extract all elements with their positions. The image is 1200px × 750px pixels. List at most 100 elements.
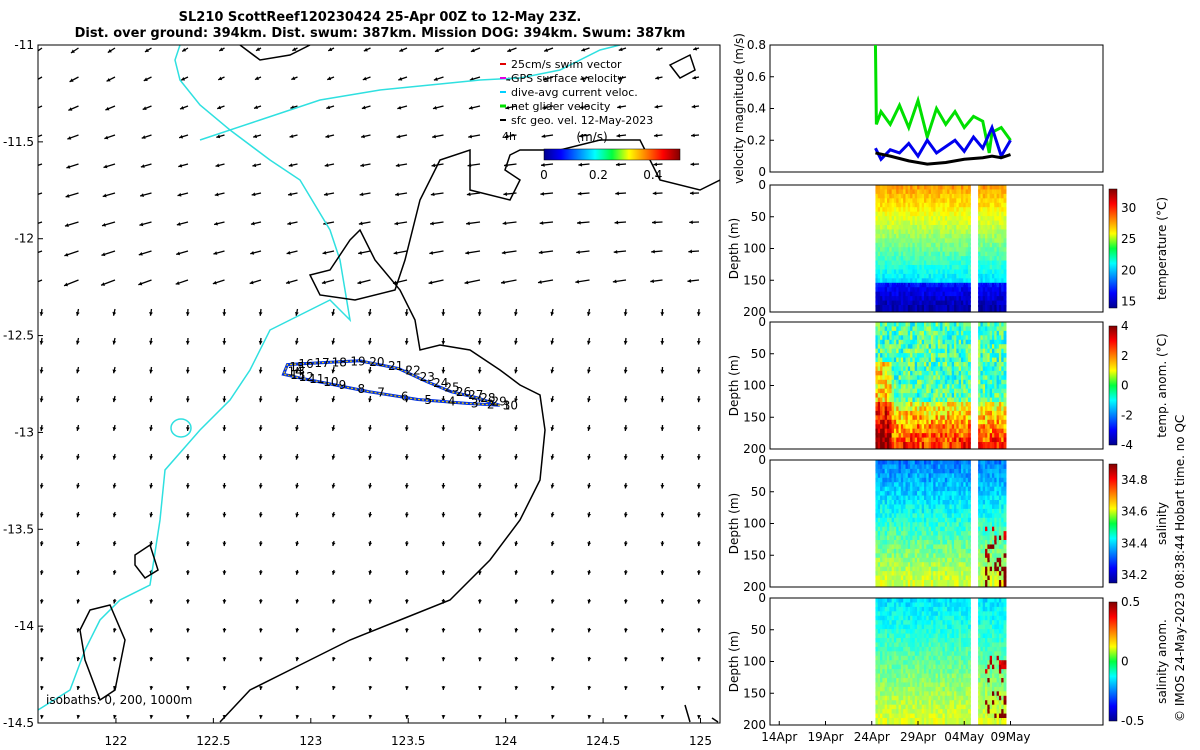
heatmap-cell [940, 535, 944, 543]
heatmap-cell [951, 384, 955, 391]
heatmap-cell [903, 388, 907, 396]
current-arrow-head [149, 513, 154, 518]
heatmap-cell [949, 433, 953, 440]
heatmap-cell [900, 491, 904, 498]
heatmap-cell [994, 326, 998, 334]
heatmap-cell [989, 397, 993, 405]
current-arrow-head [254, 105, 258, 110]
heatmap-cell [905, 278, 909, 285]
heatmap-cell [882, 566, 886, 574]
current-arrow-head [587, 657, 592, 662]
heatmap-cell [1003, 437, 1007, 445]
colorbar-ticks: 0 0.2 0.4 [540, 168, 662, 182]
heatmap-cell [914, 540, 918, 547]
heatmap-cell [903, 580, 907, 587]
heatmap-cell [980, 370, 984, 378]
heatmap-cell [905, 185, 909, 192]
current-arrow-head [112, 542, 117, 546]
heatmap-cell [907, 491, 911, 498]
heatmap-cell [889, 330, 893, 338]
heatmap-cell [877, 225, 881, 232]
heatmap-cell [926, 424, 930, 431]
heatmap-cell [967, 211, 971, 219]
heatmap-cell [928, 207, 932, 214]
heatmap-cell [924, 473, 927, 480]
heatmap-cell [937, 486, 941, 494]
heatmap-cell [933, 344, 937, 351]
heatmap-cell [992, 357, 995, 365]
heatmap-cell [1001, 185, 1005, 192]
heatmap-cell [924, 370, 927, 378]
heatmap-cell [996, 384, 1000, 391]
heatmap-cell [877, 362, 881, 369]
heatmap-cell [992, 251, 995, 259]
heatmap-cell [996, 330, 1000, 338]
heatmap-cell [924, 406, 927, 414]
heatmap-cell [963, 300, 967, 308]
current-arrow-head [258, 312, 263, 316]
heatmap-cell [961, 305, 964, 312]
heatmap-cell [910, 482, 914, 489]
heatmap-cell [967, 305, 971, 312]
heatmap-cell [919, 326, 923, 334]
heatmap-cell [949, 366, 953, 374]
heatmap-cell [949, 278, 953, 285]
heatmap-cell [877, 265, 881, 272]
heatmap-cell [893, 397, 897, 405]
heatmap-cell [928, 273, 932, 281]
heatmap-cell [933, 202, 937, 210]
current-arrow-head [660, 657, 665, 662]
heatmap-cell [967, 410, 971, 418]
heatmap-cell [914, 535, 918, 543]
heatmap-cell [930, 531, 934, 538]
heatmap-cell [944, 566, 948, 574]
heatmap-cell [928, 562, 932, 569]
heatmap-cell [930, 460, 934, 467]
heatmap-cell [958, 428, 962, 436]
heatmap-cell [917, 384, 920, 391]
heatmap-cell [884, 428, 888, 436]
heatmap-cell [900, 442, 904, 449]
heatmap-cell [926, 460, 930, 467]
heatmap-cell [937, 260, 941, 268]
heatmap-cell [898, 531, 902, 538]
current-arrow-head [587, 398, 591, 403]
heatmap-cell [926, 353, 930, 360]
heatmap-cell [926, 442, 930, 449]
heatmap-cell [907, 402, 911, 409]
heatmap-cell [919, 433, 923, 440]
heatmap-cell [905, 437, 909, 445]
current-arrow-head [149, 427, 154, 431]
heatmap-cell [987, 238, 991, 245]
current-arrow-head [654, 104, 659, 109]
heatmap-cell [926, 238, 930, 245]
track-label: 2 [487, 397, 495, 411]
heatmap-cell [919, 202, 923, 210]
current-arrow-head [295, 599, 300, 604]
heatmap-cell [1003, 207, 1007, 214]
heatmap-cell [940, 553, 944, 560]
heatmap-cell [956, 375, 960, 382]
heatmap-cell [882, 216, 886, 223]
heatmap-cell [877, 202, 881, 210]
heatmap-cell [917, 473, 920, 480]
heatmap-cell [985, 388, 988, 396]
heatmap-cell [924, 397, 927, 405]
heatmap-cell [893, 460, 897, 467]
heatmap-cell [944, 225, 948, 232]
heatmap-cell [963, 287, 967, 294]
heatmap-cell [924, 500, 927, 507]
heatmap-cell [919, 517, 923, 525]
heatmap-cell [963, 397, 967, 405]
heatmap-cell [940, 508, 944, 516]
heatmap-cell [891, 522, 895, 529]
heatmap-cell [998, 193, 1002, 201]
heatmap-cell [989, 362, 993, 369]
heatmap-cell [954, 242, 957, 250]
heatmap-cell [912, 460, 916, 467]
current-arrow-head [112, 513, 117, 518]
heatmap-cell [900, 273, 904, 281]
heatmap-cell [961, 406, 964, 414]
heatmap-cell [926, 366, 930, 374]
depth-tick-label: 50 [751, 347, 766, 361]
